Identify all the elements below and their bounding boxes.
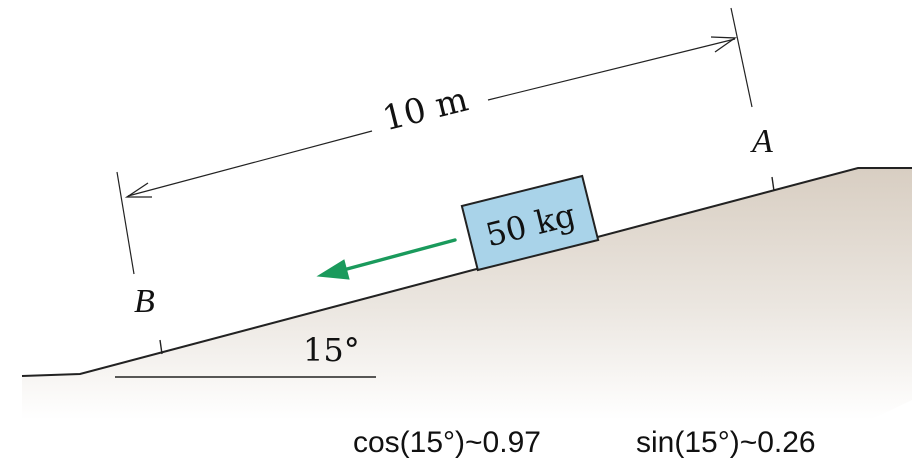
dimension-extension-left	[116, 171, 135, 275]
point-a-tick	[771, 176, 775, 192]
dimension-extension-right	[730, 7, 753, 108]
dimension-arrowhead-right	[710, 36, 737, 53]
angle-label: 15°	[303, 331, 360, 369]
point-b-label: B	[134, 283, 155, 320]
point-b-tick	[159, 339, 163, 355]
ground-fill	[22, 168, 912, 420]
point-a-label: A	[750, 123, 773, 160]
dimension-arrowhead-left	[124, 182, 152, 198]
sin-caption: sin(15°)~0.26	[636, 426, 816, 459]
incline-surface	[21, 167, 912, 377]
motion-arrow-shaft	[330, 238, 457, 275]
mass-block: 50 kg	[460, 174, 600, 272]
dimension-line-right	[487, 38, 736, 101]
mass-block-body	[460, 174, 600, 272]
dimension-line-left	[127, 130, 373, 197]
cos-caption: cos(15°)~0.97	[353, 426, 541, 459]
distance-label: 10 m	[379, 79, 472, 139]
motion-arrow-head	[316, 259, 350, 280]
